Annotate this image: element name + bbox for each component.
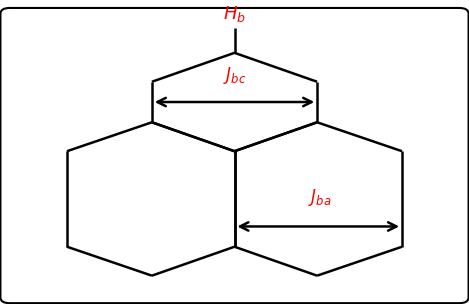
Text: $J_{ba}$: $J_{ba}$ — [308, 187, 331, 208]
Text: $J_{bc}$: $J_{bc}$ — [223, 65, 246, 86]
Text: $H_b$: $H_b$ — [223, 4, 246, 24]
